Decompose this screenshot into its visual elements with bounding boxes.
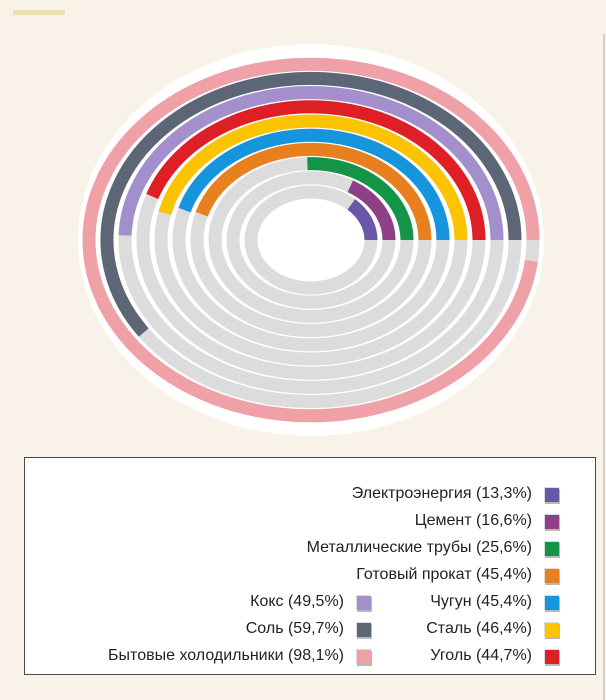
header-accent: [13, 10, 65, 15]
ring-bar: [146, 100, 486, 241]
legend-swatch: [356, 648, 371, 664]
legend-label: Бытовые холодильники (98,1%): [108, 647, 344, 664]
chart-rings: [82, 57, 540, 423]
legend-swatch: [356, 594, 371, 610]
ring-bar: [347, 199, 378, 241]
legend-label: Металлические трубы (25,6%): [306, 539, 532, 556]
ring-bar: [118, 86, 504, 241]
legend-item-steel: Сталь (46,4%): [426, 618, 559, 640]
ring-bar: [307, 157, 414, 241]
ring-bar: [347, 180, 396, 241]
chart-center-hole: [259, 200, 363, 280]
legend-swatch: [544, 486, 559, 502]
legend-item-electricity: Электроэнергия (13,3%): [352, 483, 559, 505]
legend-item-coal: Уголь (44,7%): [430, 645, 559, 667]
ring-bar: [158, 114, 468, 241]
legend-item-coke: Кокс (49,5%): [250, 591, 371, 613]
legend: Электроэнергия (13,3%) Цемент (16,6%) Ме…: [24, 457, 596, 675]
legend-swatch: [544, 621, 559, 637]
ring-bar: [195, 142, 432, 241]
legend-label: Чугун (45,4%): [430, 593, 532, 610]
legend-label: Уголь (44,7%): [430, 647, 532, 664]
ring-bar: [100, 71, 522, 337]
legend-item-refrigerators: Бытовые холодильники (98,1%): [108, 645, 371, 667]
legend-label: Цемент (16,6%): [414, 512, 532, 529]
ring-track: [244, 185, 378, 295]
legend-swatch: [544, 594, 559, 610]
legend-label: Готовый прокат (45,4%): [356, 566, 532, 583]
legend-label: Соль (59,7%): [245, 620, 344, 637]
legend-item-rolled-steel: Готовый прокат (45,4%): [356, 564, 559, 586]
legend-label: Электроэнергия (13,3%): [351, 485, 532, 502]
ring-bar: [82, 57, 540, 423]
legend-swatch: [544, 540, 559, 556]
legend-label: Сталь (46,4%): [426, 620, 532, 637]
legend-item-pig-iron: Чугун (45,4%): [430, 591, 559, 613]
ring-bar: [178, 128, 450, 241]
legend-item-cement: Цемент (16,6%): [415, 510, 559, 532]
legend-item-metal-pipes: Металлические трубы (25,6%): [307, 537, 559, 559]
legend-swatch: [544, 513, 559, 529]
legend-item-salt: Соль (59,7%): [246, 618, 371, 640]
legend-swatch: [544, 648, 559, 664]
legend-label: Кокс (49,5%): [250, 593, 344, 610]
radial-bar-chart: [78, 44, 544, 436]
legend-swatch: [544, 567, 559, 583]
frame-rule: [603, 34, 605, 700]
legend-swatch: [356, 621, 371, 637]
